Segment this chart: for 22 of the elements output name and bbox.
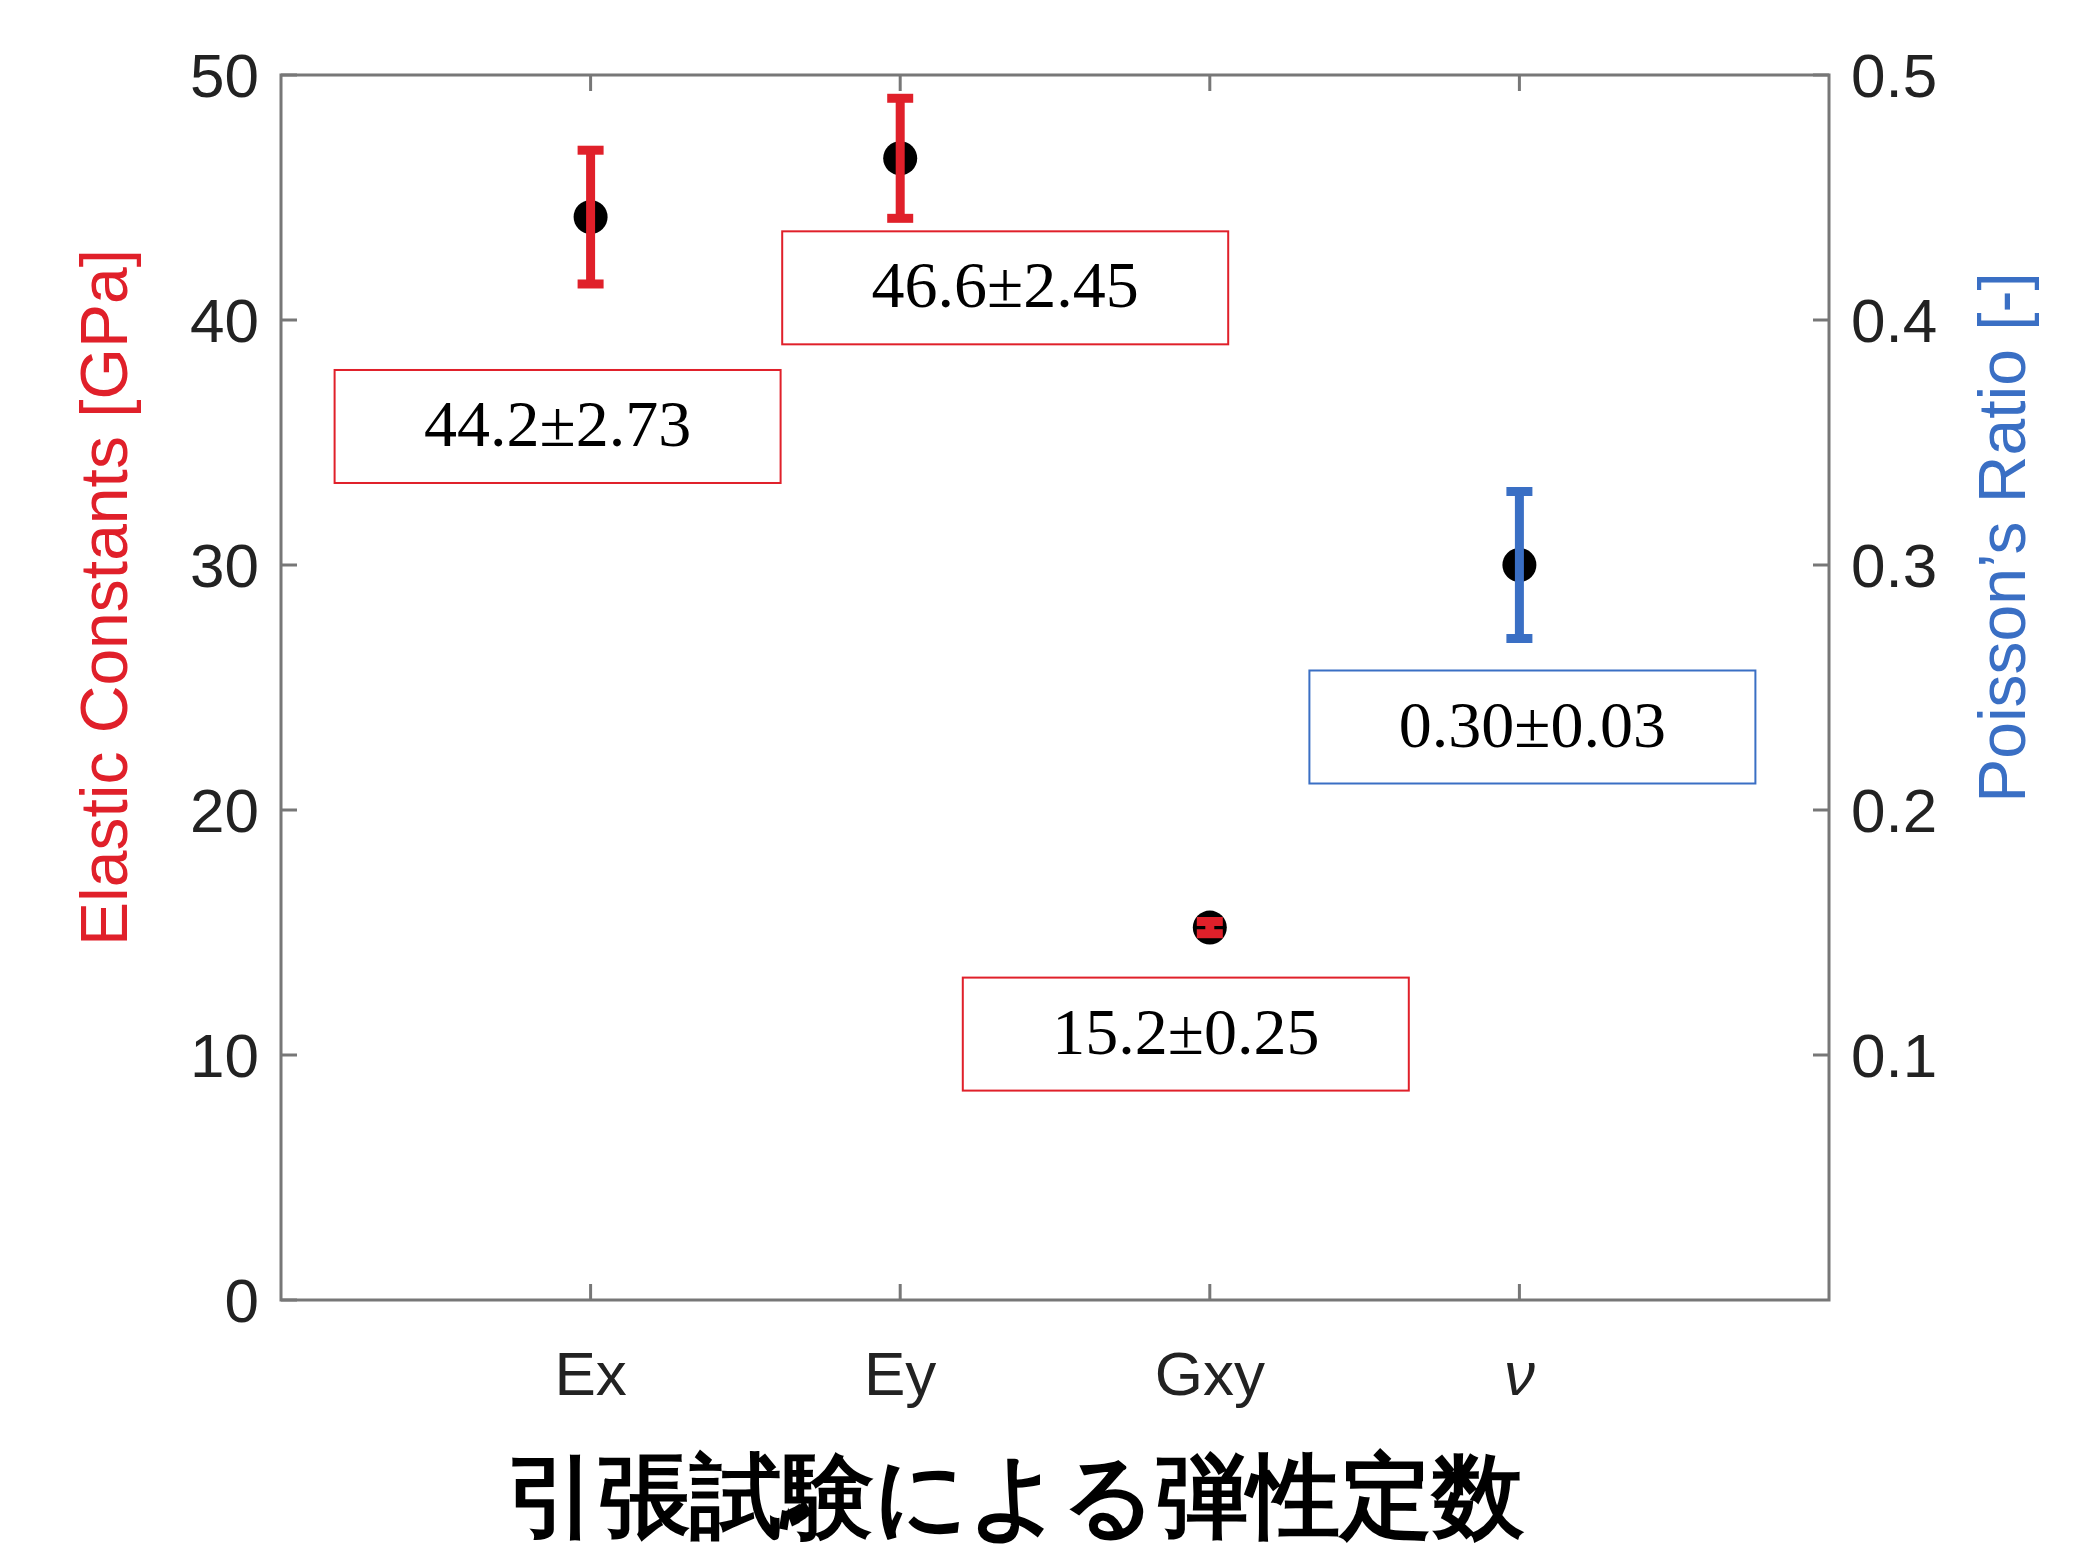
data-label: 44.2±2.73 — [423, 386, 692, 460]
y2-tick-label: 0.3 — [1851, 531, 1938, 600]
y2-axis-title: Poisson’s Ratio [-] — [1965, 272, 2039, 803]
y2-tick-label: 0.5 — [1851, 41, 1938, 110]
y-tick-label: 40 — [190, 286, 259, 355]
y2-tick-label: 0.1 — [1851, 1021, 1938, 1090]
x-tick-label: Gxy — [1154, 1339, 1265, 1408]
y-axis-title: Elastic Constants [GPa] — [67, 249, 141, 946]
y-tick-label: 0 — [224, 1266, 259, 1335]
y-tick-label: 10 — [190, 1021, 259, 1090]
y2-tick-label: 0.2 — [1851, 776, 1938, 845]
y-tick-label: 20 — [190, 776, 259, 845]
text: 引張試験による弾性定数 — [506, 1445, 1525, 1547]
x-tick-label: Ex — [554, 1339, 627, 1408]
data-label: 0.30±0.03 — [1398, 687, 1667, 761]
y-tick-label: 50 — [190, 41, 259, 110]
x-tick-label: Ey — [864, 1339, 937, 1408]
data-label: 15.2±0.25 — [1052, 994, 1320, 1068]
x-tick-label: ν — [1503, 1339, 1535, 1408]
y2-tick-label: 0.4 — [1851, 286, 1938, 355]
y-tick-label: 30 — [190, 531, 259, 600]
data-label: 46.6±2.45 — [871, 248, 1139, 322]
